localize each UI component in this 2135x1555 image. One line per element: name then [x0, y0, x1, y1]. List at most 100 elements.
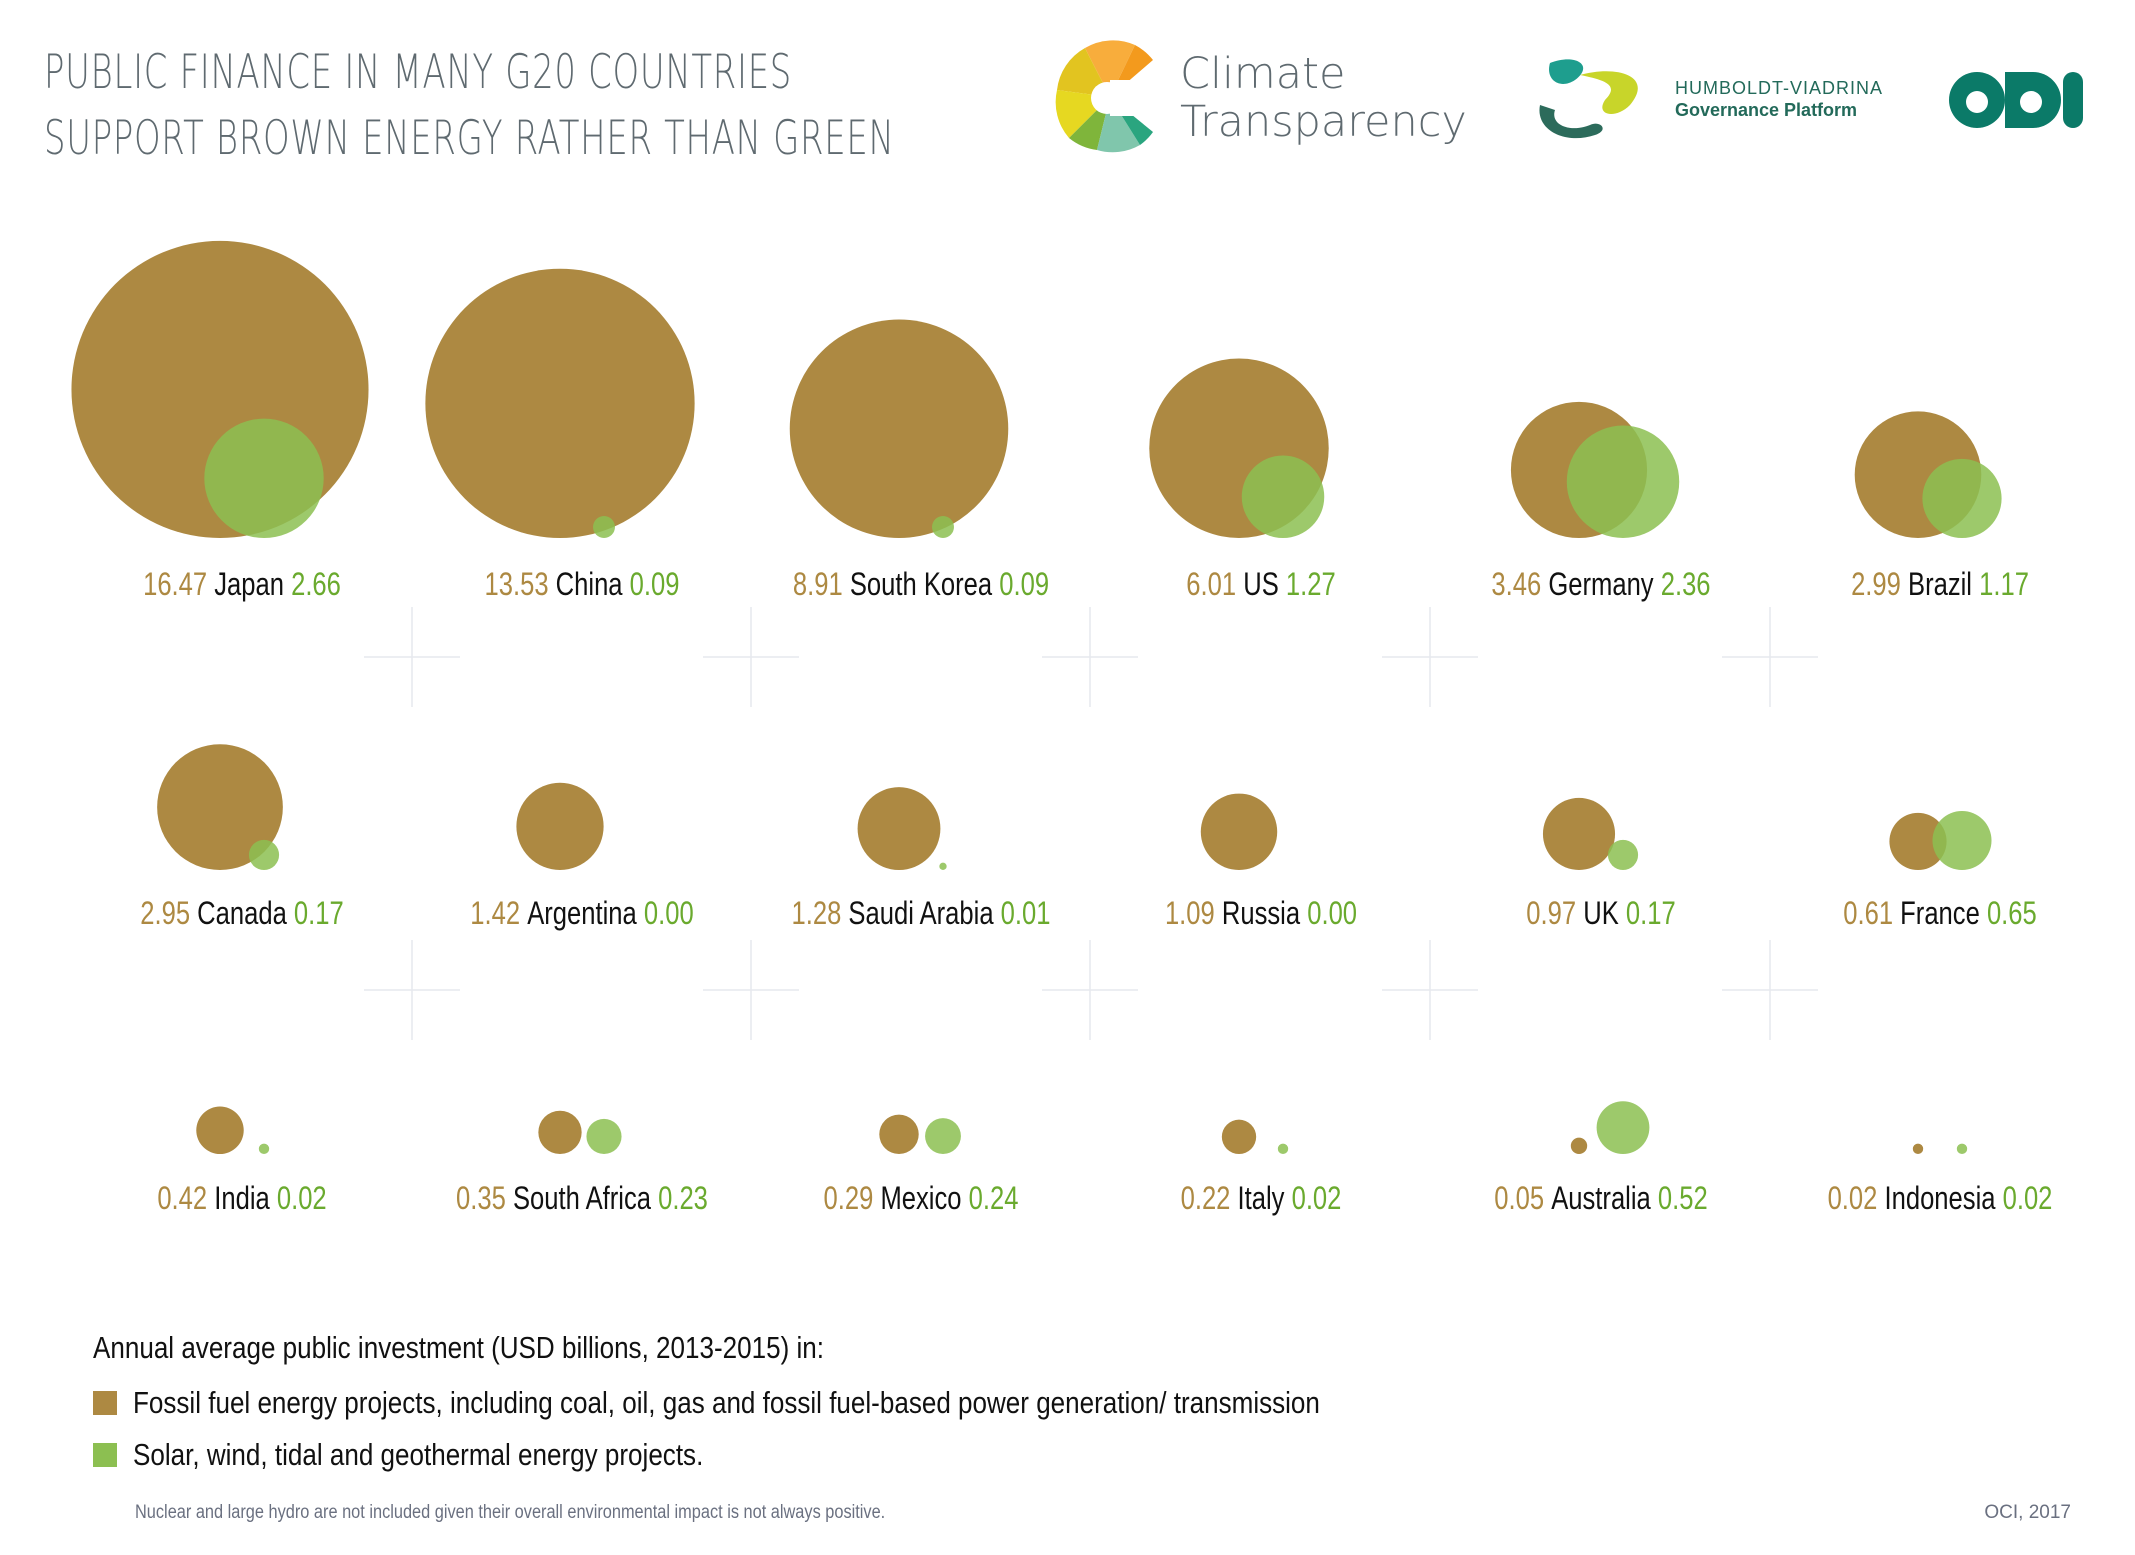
country-name-label: South Korea: [850, 567, 999, 602]
legend-label-renewable: Solar, wind, tidal and geothermal energy…: [133, 1437, 704, 1472]
renewable-bubble: [248, 839, 280, 870]
fossil-bubble: [196, 1106, 244, 1154]
renewable-value-label: 0.02: [1292, 1181, 1342, 1216]
fossil-value-label: 0.02: [1828, 1181, 1885, 1216]
country-name-label: Mexico: [880, 1181, 968, 1216]
fossil-value-label: 0.05: [1494, 1181, 1551, 1216]
country-label: 1.09 Russia 0.00: [1165, 896, 1357, 931]
fossil-value-label: 1.42: [470, 896, 527, 931]
renewable-value-label: 0.02: [277, 1181, 327, 1216]
renewable-value-label: 1.17: [1979, 567, 2029, 602]
renewable-bubble: [1241, 455, 1325, 538]
renewable-value-label: 0.24: [969, 1181, 1019, 1216]
country-label: 0.35 South Africa 0.23: [456, 1181, 708, 1216]
climate-transparency-text: Climate Transparency: [1180, 49, 1467, 147]
renewable-value-label: 0.00: [644, 896, 694, 931]
humboldt-viadrina-logo: HUMBOLDT-VIADRINA Governance Platform: [1535, 55, 1895, 145]
country-name-label: Brazil: [1908, 567, 1979, 602]
country-label: 0.97 UK 0.17: [1526, 896, 1675, 931]
legend-item-fossil: Fossil fuel energy projects, including c…: [93, 1385, 1546, 1421]
country-label: 1.28 Saudi Arabia 0.01: [792, 896, 1051, 931]
country-name-label: Indonesia: [1885, 1181, 2003, 1216]
renewable-value-label: 0.01: [1001, 896, 1051, 931]
fossil-value-label: 2.99: [1851, 567, 1908, 602]
renewable-value-label: 2.66: [291, 567, 341, 602]
fossil-bubble: [879, 1114, 919, 1154]
country-label: 6.01 US 1.27: [1186, 567, 1335, 602]
renewable-value-label: 0.23: [658, 1181, 708, 1216]
country-label: 16.47 Japan 2.66: [143, 567, 341, 602]
country-name-label: France: [1900, 896, 1987, 931]
humboldt-icon: [1539, 59, 1638, 139]
renewable-bubble: [932, 516, 954, 539]
legend-label-fossil: Fossil fuel energy projects, including c…: [133, 1385, 1320, 1420]
fossil-value-label: 0.61: [1843, 896, 1900, 931]
country-name-label: Argentina: [527, 896, 644, 931]
fossil-value-label: 8.91: [793, 567, 850, 602]
country-label: 0.42 India 0.02: [157, 1181, 326, 1216]
fossil-value-label: 2.95: [140, 896, 197, 931]
country-label: 0.02 Indonesia 0.02: [1828, 1181, 2053, 1216]
fossil-bubble: [1542, 797, 1616, 870]
renewable-bubble: [939, 862, 947, 871]
fossil-value-label: 3.46: [1491, 567, 1548, 602]
country-label: 0.05 Australia 0.52: [1494, 1181, 1707, 1216]
fossil-value-label: 0.22: [1181, 1181, 1238, 1216]
fossil-bubble: [425, 268, 695, 538]
source-credit: OCI, 2017: [1984, 1502, 2071, 1523]
country-label: 2.99 Brazil 1.17: [1851, 567, 2029, 602]
renewable-bubble: [1277, 1143, 1289, 1154]
fossil-value-label: 1.28: [792, 896, 849, 931]
country-name-label: UK: [1583, 896, 1626, 931]
fossil-bubble: [538, 1110, 582, 1154]
country-label: 2.95 Canada 0.17: [140, 896, 344, 931]
legend-swatch-fossil: [93, 1391, 117, 1415]
footnote: Nuclear and large hydro are not included…: [135, 1502, 886, 1523]
fossil-value-label: 0.97: [1526, 896, 1583, 931]
bubble-chart: 16.47 Japan 2.66 13.53 China 0.09 8.91 Sou…: [71, 240, 2053, 1217]
climate-transparency-logo: Climate Transparency: [1055, 40, 1475, 155]
humboldt-text: HUMBOLDT-VIADRINA Governance Platform: [1675, 78, 1884, 120]
fossil-bubble: [1912, 1143, 1924, 1154]
renewable-value-label: 0.09: [630, 567, 680, 602]
legend-item-renewable: Solar, wind, tidal and geothermal energy…: [93, 1437, 812, 1473]
odi-logo: [1945, 62, 2095, 137]
title-line-1: PUBLIC FINANCE IN MANY G20 COUNTRIES: [44, 45, 793, 100]
fossil-bubble: [1570, 1137, 1588, 1155]
country-name-label: Canada: [197, 896, 294, 931]
fossil-bubble: [1889, 812, 1947, 870]
country-label: 1.42 Argentina 0.00: [470, 896, 693, 931]
country-name-label: Russia: [1222, 896, 1307, 931]
country-name-label: India: [214, 1181, 277, 1216]
country-name-label: Australia: [1551, 1181, 1658, 1216]
country-name-label: US: [1243, 567, 1286, 602]
country-name-label: China: [556, 567, 630, 602]
climate-transparency-icon: [1055, 40, 1165, 153]
renewable-bubble: [586, 1118, 622, 1154]
country-name-label: Japan: [214, 567, 291, 602]
renewable-bubble: [925, 1118, 961, 1154]
fossil-value-label: 13.53: [485, 567, 556, 602]
country-name-label: Saudi Arabia: [848, 896, 1000, 931]
renewable-value-label: 2.36: [1661, 567, 1711, 602]
fossil-bubble: [157, 744, 283, 870]
country-label: 13.53 China 0.09: [485, 567, 680, 602]
renewable-value-label: 0.09: [999, 567, 1049, 602]
country-label: 3.46 Germany 2.36: [1491, 567, 1710, 602]
renewable-value-label: 0.17: [1626, 896, 1676, 931]
fossil-bubble: [516, 782, 604, 870]
renewable-bubble: [1607, 839, 1639, 870]
fossil-bubble: [789, 319, 1009, 538]
country-name-label: Germany: [1548, 567, 1660, 602]
fossil-value-label: 0.42: [157, 1181, 214, 1216]
country-name-label: Italy: [1238, 1181, 1292, 1216]
renewable-bubble: [258, 1143, 270, 1154]
renewable-value-label: 0.52: [1658, 1181, 1708, 1216]
country-label: 8.91 South Korea 0.09: [793, 567, 1049, 602]
renewable-bubble: [1566, 425, 1680, 538]
page-title: PUBLIC FINANCE IN MANY G20 COUNTRIES SUP…: [44, 40, 895, 172]
country-name-label: South Africa: [513, 1181, 658, 1216]
fossil-value-label: 0.35: [456, 1181, 513, 1216]
title-line-2: SUPPORT BROWN ENERGY RATHER THAN GREEN: [44, 111, 895, 166]
odi-icon: [1949, 72, 2083, 128]
